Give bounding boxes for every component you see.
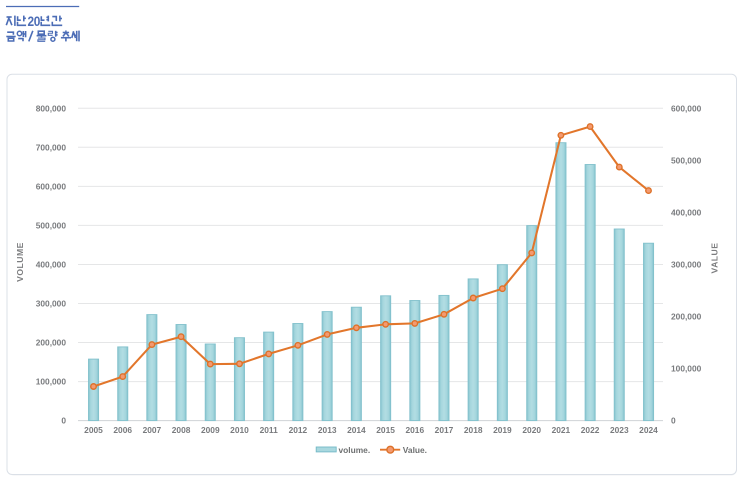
svg-text:volume.: volume.	[339, 445, 371, 455]
svg-text:2007: 2007	[143, 425, 162, 435]
svg-text:2014: 2014	[347, 425, 366, 435]
svg-text:VALUE: VALUE	[710, 243, 720, 274]
svg-text:300,000: 300,000	[671, 259, 702, 269]
svg-text:2013: 2013	[318, 425, 337, 435]
svg-text:100,000: 100,000	[671, 364, 702, 374]
svg-text:600,000: 600,000	[36, 181, 67, 191]
svg-text:2022: 2022	[581, 425, 600, 435]
svg-text:200,000: 200,000	[36, 338, 67, 348]
svg-text:2015: 2015	[376, 425, 395, 435]
svg-text:2023: 2023	[610, 425, 629, 435]
svg-text:2012: 2012	[289, 425, 308, 435]
svg-text:200,000: 200,000	[671, 312, 702, 322]
svg-text:500,000: 500,000	[671, 155, 702, 165]
svg-text:2010: 2010	[230, 425, 249, 435]
svg-text:20: 20	[28, 13, 41, 29]
svg-text:2020: 2020	[522, 425, 541, 435]
svg-text:100,000: 100,000	[36, 377, 67, 387]
svg-text:2009: 2009	[201, 425, 220, 435]
svg-text:2021: 2021	[552, 425, 571, 435]
svg-text:2006: 2006	[113, 425, 132, 435]
svg-text:600,000: 600,000	[671, 103, 702, 113]
svg-text:0: 0	[61, 416, 66, 426]
svg-text:2019: 2019	[493, 425, 512, 435]
svg-text:2018: 2018	[464, 425, 483, 435]
svg-text:800,000: 800,000	[36, 103, 67, 113]
svg-text:400,000: 400,000	[671, 207, 702, 217]
svg-text:2017: 2017	[435, 425, 454, 435]
svg-text:Value.: Value.	[403, 445, 427, 455]
svg-text:700,000: 700,000	[36, 142, 67, 152]
svg-text:300,000: 300,000	[36, 299, 67, 309]
svg-text:2016: 2016	[405, 425, 424, 435]
svg-text:2024: 2024	[639, 425, 658, 435]
svg-text:2005: 2005	[84, 425, 103, 435]
svg-text:0: 0	[671, 416, 676, 426]
svg-text:2011: 2011	[260, 425, 279, 435]
svg-text:500,000: 500,000	[36, 220, 67, 230]
svg-text:400,000: 400,000	[36, 260, 67, 270]
svg-text:2008: 2008	[172, 425, 191, 435]
svg-text:VOLUME: VOLUME	[15, 242, 25, 282]
